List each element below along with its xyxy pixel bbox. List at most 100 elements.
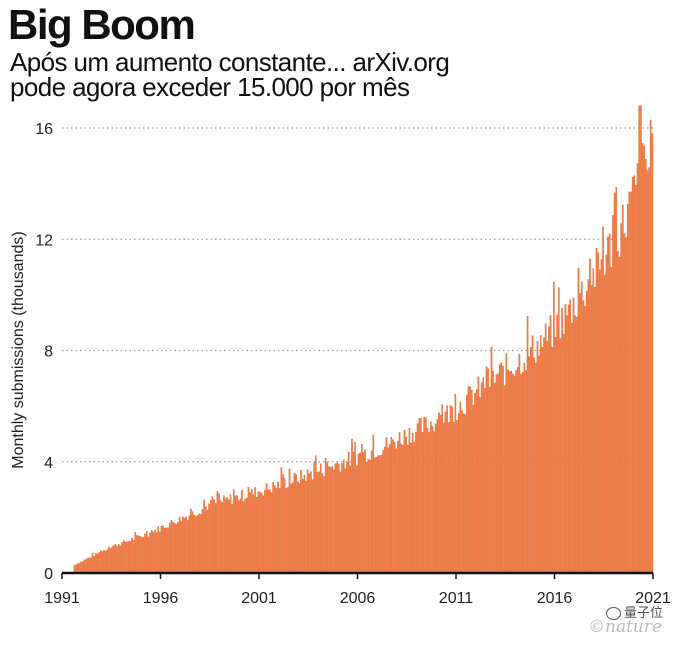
bar bbox=[137, 535, 140, 574]
bar bbox=[136, 535, 138, 574]
x-tick-label: 2016 bbox=[537, 590, 573, 607]
bar bbox=[347, 451, 350, 574]
x-tick-label: 2021 bbox=[635, 590, 671, 607]
bar bbox=[339, 471, 342, 574]
bar bbox=[630, 191, 632, 574]
bar bbox=[132, 540, 135, 574]
bar bbox=[505, 353, 508, 574]
bar bbox=[336, 462, 338, 574]
bar bbox=[548, 326, 550, 574]
bar bbox=[122, 540, 125, 574]
bar bbox=[633, 175, 636, 574]
bar bbox=[383, 446, 386, 574]
bar bbox=[602, 226, 604, 574]
bar bbox=[278, 488, 281, 574]
bar bbox=[168, 523, 171, 574]
bar-series bbox=[73, 105, 654, 574]
bar bbox=[443, 422, 445, 574]
bar bbox=[484, 388, 486, 574]
bar bbox=[180, 521, 183, 574]
bar bbox=[126, 541, 128, 574]
bar bbox=[300, 469, 302, 574]
bar bbox=[472, 405, 475, 574]
bar bbox=[283, 478, 286, 574]
bar bbox=[554, 336, 557, 574]
bar bbox=[242, 501, 245, 574]
bar bbox=[191, 511, 194, 574]
bar bbox=[584, 306, 586, 574]
bar bbox=[357, 453, 360, 574]
bar bbox=[296, 481, 299, 574]
bar bbox=[610, 266, 613, 574]
bar bbox=[541, 347, 544, 574]
bar bbox=[567, 304, 570, 574]
bar bbox=[561, 308, 563, 574]
bar bbox=[635, 184, 637, 574]
bar bbox=[490, 346, 493, 574]
bar bbox=[113, 545, 115, 574]
bar bbox=[402, 445, 404, 574]
y-tick-label: 4 bbox=[44, 455, 53, 472]
bar bbox=[272, 481, 274, 574]
bar bbox=[265, 483, 268, 574]
bar bbox=[315, 455, 317, 574]
bar bbox=[195, 515, 197, 574]
bar bbox=[232, 489, 235, 574]
bar bbox=[515, 370, 517, 574]
x-tick-label: 2011 bbox=[439, 590, 474, 607]
bar bbox=[523, 362, 526, 574]
bar bbox=[329, 467, 332, 574]
bar bbox=[492, 370, 494, 574]
bar bbox=[372, 434, 375, 574]
bar bbox=[319, 463, 322, 574]
bar bbox=[163, 527, 166, 574]
bar bbox=[76, 563, 79, 574]
bar bbox=[612, 215, 614, 574]
bar bbox=[462, 413, 465, 574]
bar bbox=[239, 498, 242, 574]
bar bbox=[479, 397, 481, 574]
bar bbox=[421, 432, 424, 574]
bar bbox=[244, 498, 247, 574]
bar bbox=[338, 463, 340, 574]
bar bbox=[477, 376, 480, 574]
bar bbox=[318, 471, 320, 574]
bar bbox=[223, 495, 225, 574]
bar bbox=[574, 315, 577, 574]
bar bbox=[457, 413, 460, 574]
bar bbox=[447, 422, 450, 574]
bar bbox=[346, 461, 348, 574]
bar bbox=[119, 545, 122, 574]
bar bbox=[536, 340, 539, 574]
bar bbox=[572, 297, 575, 574]
bar bbox=[264, 489, 266, 574]
bar bbox=[628, 191, 631, 574]
y-tick-label: 16 bbox=[35, 121, 53, 138]
bar bbox=[177, 522, 179, 574]
bar bbox=[631, 176, 634, 574]
bar bbox=[224, 498, 227, 574]
bar bbox=[144, 533, 146, 574]
bar bbox=[520, 373, 522, 574]
bar bbox=[461, 410, 463, 574]
bar bbox=[344, 468, 347, 574]
bar bbox=[352, 451, 355, 574]
bar bbox=[260, 492, 263, 574]
bar bbox=[316, 471, 319, 574]
bar bbox=[147, 536, 150, 574]
bar bbox=[162, 525, 164, 574]
bar bbox=[114, 544, 117, 574]
bar bbox=[273, 485, 276, 574]
bar bbox=[219, 500, 222, 574]
bar bbox=[282, 474, 284, 574]
bar bbox=[360, 444, 363, 574]
bar bbox=[408, 427, 411, 574]
bar bbox=[551, 347, 554, 574]
bar bbox=[482, 377, 485, 574]
bar bbox=[359, 452, 361, 574]
bar bbox=[349, 465, 352, 574]
bar bbox=[333, 469, 335, 574]
bar bbox=[377, 455, 380, 574]
bar bbox=[436, 419, 439, 574]
bar bbox=[305, 481, 307, 574]
